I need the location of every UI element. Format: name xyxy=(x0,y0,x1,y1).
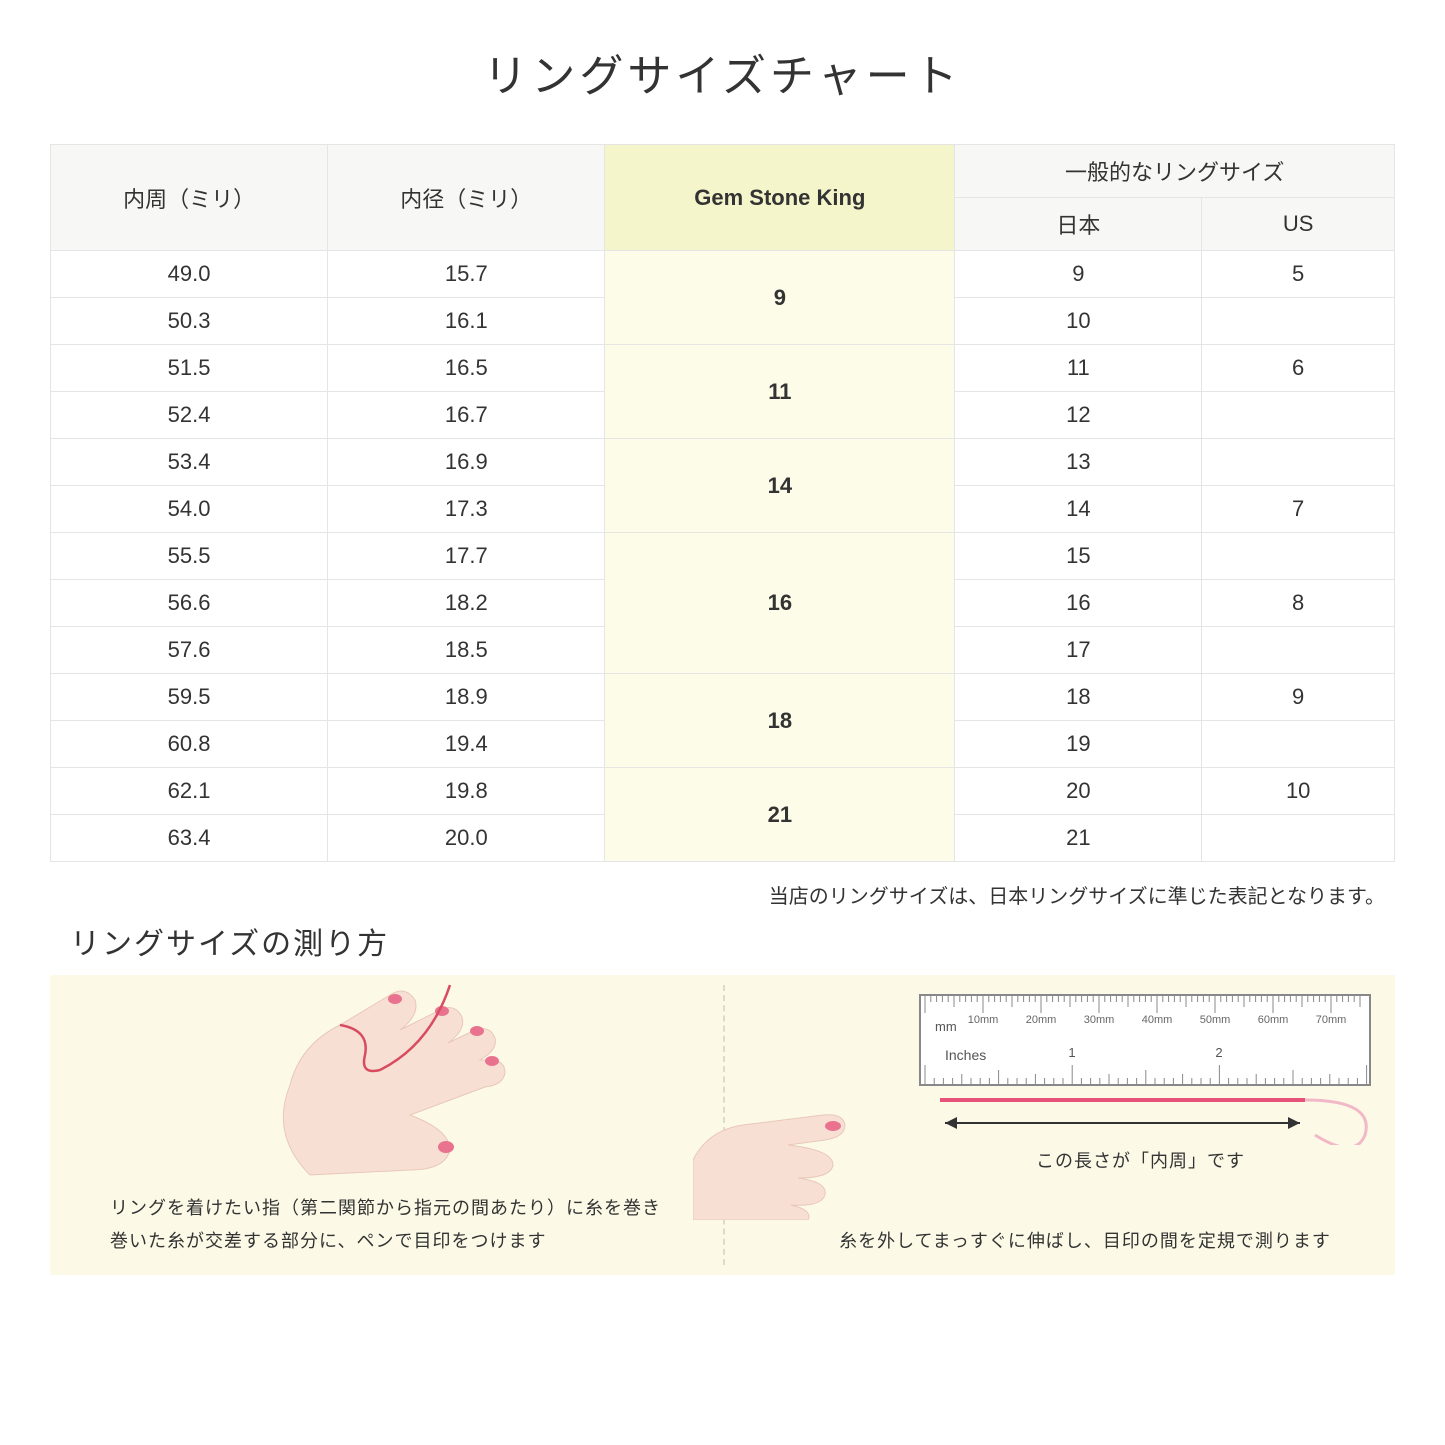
ruler-mm-label: mm xyxy=(935,1019,957,1034)
table-cell: 55.5 xyxy=(51,533,328,580)
table-cell: 12 xyxy=(955,392,1202,439)
table-row: 49.015.7995 xyxy=(51,251,1395,298)
pointing-hand-icon xyxy=(693,1070,873,1220)
table-cell: 63.4 xyxy=(51,815,328,862)
table-cell: 56.6 xyxy=(51,580,328,627)
table-cell: 9 xyxy=(605,251,955,345)
table-cell: 17.3 xyxy=(328,486,605,533)
table-cell: 15 xyxy=(955,533,1202,580)
table-cell: 18.5 xyxy=(328,627,605,674)
ruler-length-label: この長さが「内周」です xyxy=(1036,1147,1245,1173)
table-cell xyxy=(1202,439,1395,486)
table-cell: 16.1 xyxy=(328,298,605,345)
table-cell: 19 xyxy=(955,721,1202,768)
table-cell xyxy=(1202,721,1395,768)
th-us: US xyxy=(1202,198,1395,251)
step1-line2: 巻いた糸が交差する部分に、ペンで目印をつけます xyxy=(110,1231,546,1251)
table-cell: 19.8 xyxy=(328,768,605,815)
svg-text:60mm: 60mm xyxy=(1258,1014,1289,1026)
table-cell: 60.8 xyxy=(51,721,328,768)
howto-step-2: 10mm 20mm 30mm 40mm 50mm 60mm 70mm mm Inches 1… xyxy=(723,975,1396,1275)
table-cell xyxy=(1202,627,1395,674)
step1-line1: リングを着けたい指（第二関節から指元の間あたり）に糸を巻き xyxy=(110,1198,661,1218)
svg-text:10mm: 10mm xyxy=(968,1014,999,1026)
table-cell: 6 xyxy=(1202,345,1395,392)
table-cell: 20.0 xyxy=(328,815,605,862)
svg-text:30mm: 30mm xyxy=(1084,1014,1115,1026)
table-cell: 18.2 xyxy=(328,580,605,627)
table-cell: 16.7 xyxy=(328,392,605,439)
sizing-note: 当店のリングサイズは、日本リングサイズに準じた表記となります。 xyxy=(50,880,1385,909)
table-cell: 10 xyxy=(955,298,1202,345)
svg-text:2: 2 xyxy=(1215,1045,1222,1060)
ruler-icon: 10mm 20mm 30mm 40mm 50mm 60mm 70mm mm Inches 1… xyxy=(845,985,1375,1145)
table-cell: 11 xyxy=(605,345,955,439)
page-title: リングサイズチャート xyxy=(50,40,1395,104)
hand-with-thread-icon xyxy=(190,975,590,1205)
table-cell: 9 xyxy=(955,251,1202,298)
table-cell: 51.5 xyxy=(51,345,328,392)
step1-caption: リングを着けたい指（第二関節から指元の間あたり）に糸を巻き 巻いた糸が交差する部… xyxy=(110,1192,690,1257)
table-cell: 16.5 xyxy=(328,345,605,392)
table-cell: 18.9 xyxy=(328,674,605,721)
svg-text:50mm: 50mm xyxy=(1200,1014,1231,1026)
ruler-inch-label: Inches xyxy=(945,1047,986,1063)
th-general: 一般的なリングサイズ xyxy=(955,145,1395,198)
th-diameter: 内径（ミリ） xyxy=(328,145,605,251)
table-cell: 16 xyxy=(955,580,1202,627)
table-cell: 14 xyxy=(605,439,955,533)
table-cell: 10 xyxy=(1202,768,1395,815)
ring-size-table: 内周（ミリ） 内径（ミリ） Gem Stone King 一般的なリングサイズ … xyxy=(50,144,1395,862)
table-cell: 16.9 xyxy=(328,439,605,486)
table-cell: 21 xyxy=(955,815,1202,862)
table-cell: 17.7 xyxy=(328,533,605,580)
table-cell: 50.3 xyxy=(51,298,328,345)
table-cell: 17 xyxy=(955,627,1202,674)
howto-title: リングサイズの測り方 xyxy=(70,919,1395,963)
table-row: 53.416.91413 xyxy=(51,439,1395,486)
howto-step-1: リングを着けたい指（第二関節から指元の間あたり）に糸を巻き 巻いた糸が交差する部… xyxy=(50,975,723,1275)
table-cell xyxy=(1202,815,1395,862)
table-cell: 54.0 xyxy=(51,486,328,533)
table-cell: 21 xyxy=(605,768,955,862)
table-cell xyxy=(1202,298,1395,345)
th-gsk: Gem Stone King xyxy=(605,145,955,251)
table-cell: 18 xyxy=(605,674,955,768)
table-cell: 19.4 xyxy=(328,721,605,768)
table-cell: 59.5 xyxy=(51,674,328,721)
table-row: 55.517.71615 xyxy=(51,533,1395,580)
th-japan: 日本 xyxy=(955,198,1202,251)
table-cell: 7 xyxy=(1202,486,1395,533)
table-cell: 5 xyxy=(1202,251,1395,298)
table-row: 59.518.918189 xyxy=(51,674,1395,721)
table-cell: 18 xyxy=(955,674,1202,721)
step2-caption: 糸を外してまっすぐに伸ばし、目印の間を定規で測ります xyxy=(805,1225,1365,1257)
svg-text:70mm: 70mm xyxy=(1316,1014,1347,1026)
table-cell: 8 xyxy=(1202,580,1395,627)
table-cell: 49.0 xyxy=(51,251,328,298)
table-cell: 53.4 xyxy=(51,439,328,486)
table-cell: 9 xyxy=(1202,674,1395,721)
howto-panel: リングを着けたい指（第二関節から指元の間あたり）に糸を巻き 巻いた糸が交差する部… xyxy=(50,975,1395,1275)
table-cell: 11 xyxy=(955,345,1202,392)
table-cell: 57.6 xyxy=(51,627,328,674)
svg-text:1: 1 xyxy=(1068,1045,1075,1060)
svg-text:20mm: 20mm xyxy=(1026,1014,1057,1026)
table-cell: 14 xyxy=(955,486,1202,533)
th-circumference: 内周（ミリ） xyxy=(51,145,328,251)
table-cell: 13 xyxy=(955,439,1202,486)
table-cell: 15.7 xyxy=(328,251,605,298)
table-cell xyxy=(1202,533,1395,580)
table-cell: 20 xyxy=(955,768,1202,815)
table-row: 51.516.511116 xyxy=(51,345,1395,392)
table-cell: 16 xyxy=(605,533,955,674)
table-cell: 62.1 xyxy=(51,768,328,815)
table-cell xyxy=(1202,392,1395,439)
table-row: 62.119.8212010 xyxy=(51,768,1395,815)
table-cell: 52.4 xyxy=(51,392,328,439)
svg-text:40mm: 40mm xyxy=(1142,1014,1173,1026)
